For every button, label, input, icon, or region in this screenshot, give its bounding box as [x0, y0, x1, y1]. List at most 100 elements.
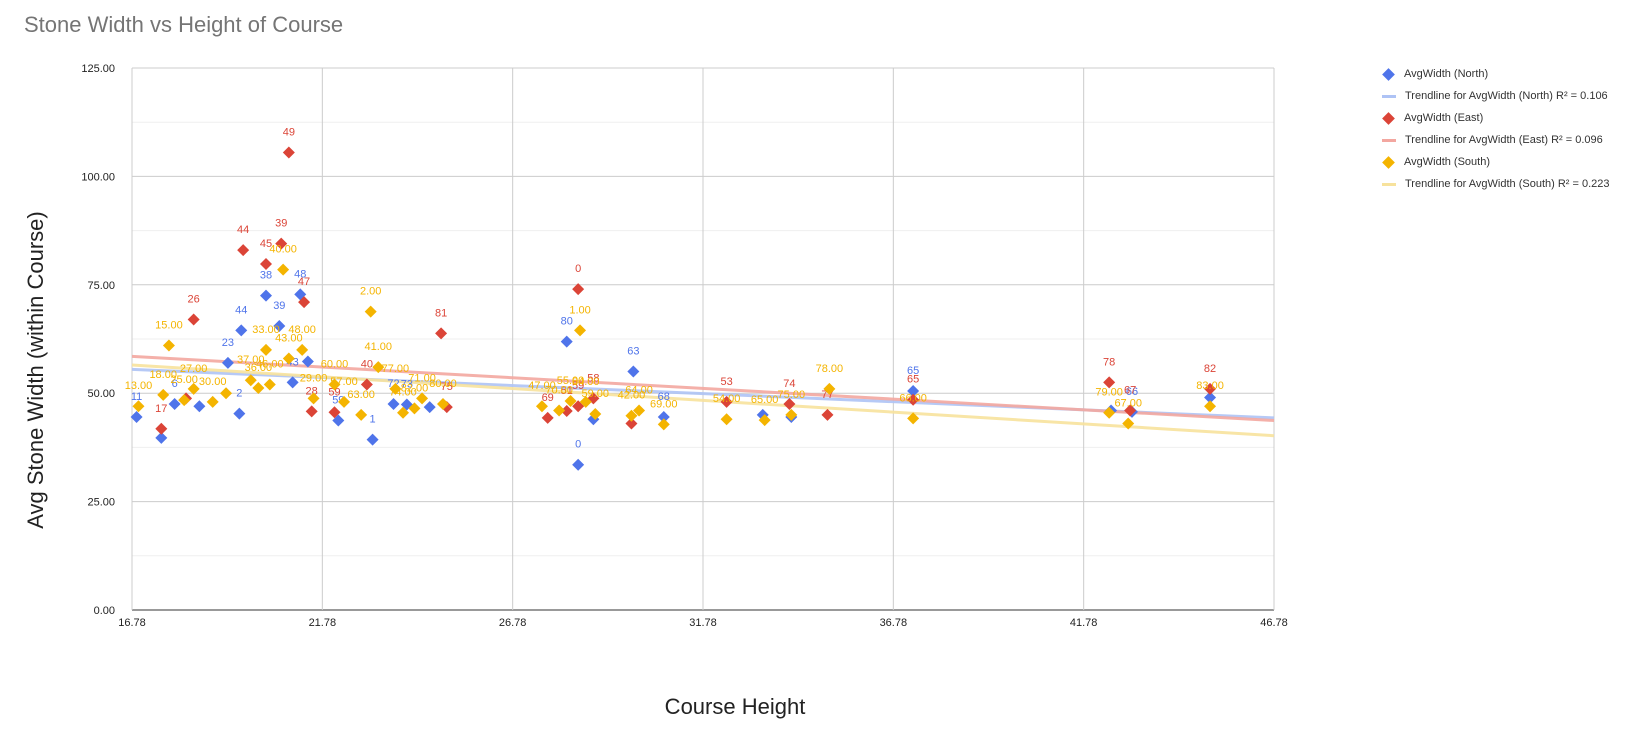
data-label: 70.00 [545, 385, 573, 397]
legend-marker-line [1382, 138, 1396, 142]
y-tick-label: 25.00 [87, 497, 115, 509]
data-label: 68 [658, 391, 670, 403]
legend-item: Trendline for AvgWidth (North) R² = 0.10… [1380, 85, 1642, 107]
data-point [907, 412, 920, 425]
data-point [328, 406, 341, 419]
data-label: 38 [260, 270, 272, 282]
data-point [301, 355, 314, 368]
data-point [355, 408, 368, 421]
data-label: 39 [275, 218, 287, 230]
y-tick-label: 0.00 [94, 605, 115, 617]
x-tick-label: 36.78 [880, 617, 908, 629]
data-point [720, 395, 733, 408]
data-label: 0 [575, 439, 581, 451]
data-label: 6 [172, 378, 178, 390]
data-point [259, 257, 272, 270]
data-point [277, 263, 290, 276]
legend-marker-diamond [1382, 67, 1395, 81]
x-tick-label: 31.78 [689, 617, 717, 629]
data-label: 74.00 [389, 387, 417, 399]
data-point [233, 407, 246, 420]
data-point [589, 408, 602, 421]
data-label: 33.00 [252, 324, 280, 336]
legend-label: AvgWidth (East) [1404, 112, 1484, 124]
legend-label: Trendline for AvgWidth (East) R² = 0.096 [1405, 134, 1603, 146]
data-label: 18.00 [149, 369, 177, 381]
data-point [286, 376, 299, 389]
data-label: 79.00 [1095, 387, 1123, 399]
data-point [282, 352, 295, 365]
data-point [389, 382, 402, 395]
data-label: 0 [575, 263, 581, 275]
data-point [1103, 376, 1116, 389]
data-point [627, 365, 640, 378]
data-point [535, 400, 548, 413]
data-label: 1 [370, 414, 376, 426]
data-point [282, 146, 295, 159]
data-label: 82 [1204, 363, 1216, 375]
data-point [1204, 391, 1217, 404]
x-tick-label: 41.78 [1070, 617, 1098, 629]
data-point [633, 404, 646, 417]
legend-label: Trendline for AvgWidth (South) R² = 0.22… [1405, 178, 1610, 190]
trendline [131, 354, 1275, 423]
data-point [560, 404, 573, 417]
data-point [132, 400, 145, 413]
data-label: 45 [260, 238, 272, 250]
data-label: 67.00 [1114, 398, 1142, 410]
data-label: 41.00 [365, 341, 393, 353]
legend-marker-diamond [1382, 111, 1395, 125]
data-point [574, 324, 587, 337]
data-point [332, 414, 345, 427]
data-point [162, 339, 175, 352]
data-point [657, 418, 670, 431]
data-point [263, 378, 276, 391]
data-point [553, 404, 566, 417]
data-point [259, 343, 272, 356]
data-point [155, 422, 168, 435]
data-point [657, 411, 670, 424]
data-point [720, 413, 733, 426]
data-label: 40.00 [269, 244, 297, 256]
data-label: 66 [1126, 386, 1138, 398]
data-point [572, 283, 585, 296]
data-point [823, 382, 836, 395]
data-label: 15.00 [155, 320, 183, 332]
data-label: 84.00 [572, 376, 600, 388]
data-label: 47.00 [528, 380, 556, 392]
data-label: 29.00 [300, 372, 328, 384]
data-point [572, 458, 585, 471]
data-point [130, 411, 143, 424]
data-label: 64.00 [625, 385, 653, 397]
data-label: 30.00 [199, 376, 227, 388]
data-label: 40 [361, 359, 373, 371]
y-tick-label: 100.00 [81, 171, 115, 183]
data-point [360, 378, 373, 391]
x-tick-label: 46.78 [1260, 617, 1288, 629]
legend-item: Trendline for AvgWidth (South) R² = 0.22… [1380, 173, 1642, 195]
data-point [625, 409, 638, 422]
data-point [408, 402, 421, 415]
data-label: 71.00 [408, 372, 436, 384]
data-label: 58 [587, 372, 599, 384]
data-label: 69 [542, 392, 554, 404]
data-point [758, 414, 771, 427]
legend: AvgWidth (North) Trendline for AvgWidth (… [1380, 63, 1642, 195]
data-label: 26 [188, 293, 200, 305]
legend-label: AvgWidth (North) [1404, 68, 1489, 80]
data-label: 1.00 [569, 304, 590, 316]
data-label: 49 [283, 127, 295, 139]
data-label: 63 [627, 346, 639, 358]
data-label: 73 [401, 378, 413, 390]
x-tick-label: 21.78 [309, 617, 337, 629]
data-label: 60.00 [321, 359, 349, 371]
chart-title: Stone Width vs Height of Course [24, 12, 344, 37]
data-point [187, 382, 200, 395]
data-point [220, 387, 233, 400]
data-point [423, 401, 436, 414]
data-label: 80 [561, 316, 573, 328]
data-label: 77.00 [382, 363, 410, 375]
legend-marker-line [1382, 94, 1396, 98]
legend-item: AvgWidth (East) [1380, 107, 1642, 129]
